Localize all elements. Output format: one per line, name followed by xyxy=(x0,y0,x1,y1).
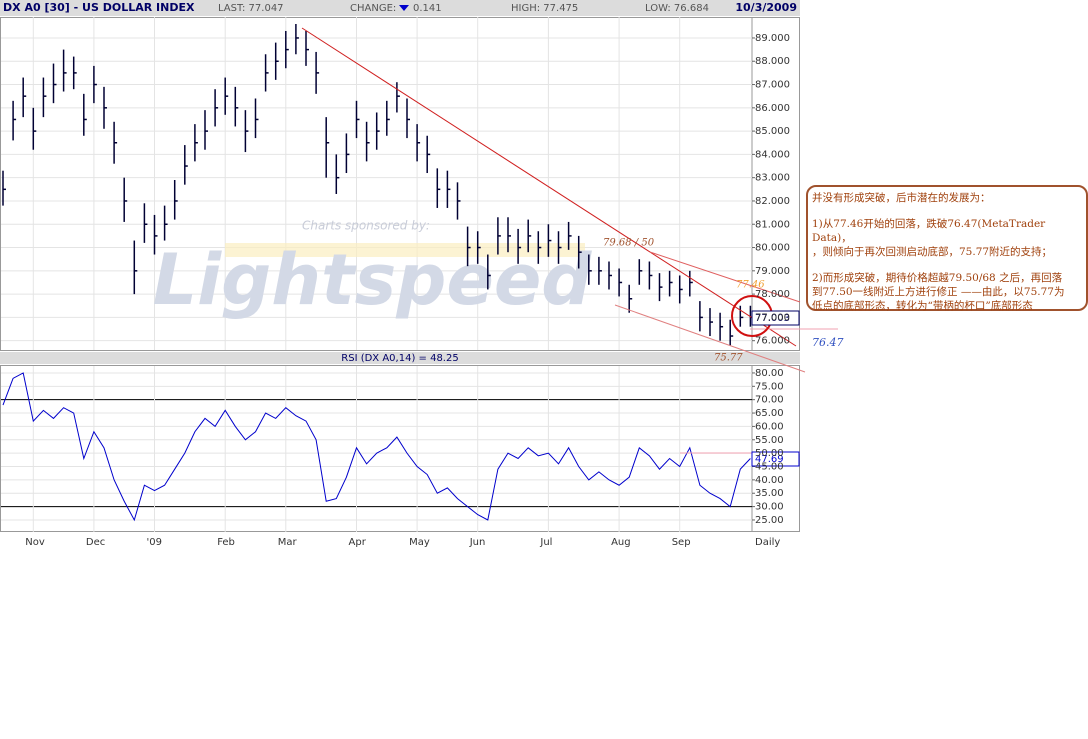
header-low: LOW: 76.684 xyxy=(645,3,709,14)
y-tick-label: 80.000 xyxy=(755,243,790,254)
annotation-resistance: 79.68 / 50 xyxy=(603,238,655,249)
interval-label: Daily xyxy=(755,537,780,548)
x-tick-label: Apr xyxy=(349,537,367,548)
x-tick-label: Feb xyxy=(217,537,235,548)
price-last-label: 77.003 xyxy=(755,313,790,324)
y-tick-label: 76.000 xyxy=(755,336,790,347)
note-box: 并没有形成突破，后市潜在的发展为： 1)从77.46开始的回落，跌破76.47(… xyxy=(806,185,1088,313)
note-title: 并没有形成突破，后市潜在的发展为： xyxy=(812,192,991,204)
annotation-peak: 77.46 xyxy=(736,280,765,291)
x-tick-label: Mar xyxy=(278,537,298,548)
y-tick-label: 55.00 xyxy=(755,435,784,446)
watermark-sponsor: Charts sponsored by: xyxy=(302,219,430,233)
y-tick-label: 80.00 xyxy=(755,368,784,379)
rsi-last-label: 47.69 xyxy=(755,454,784,465)
x-tick-label: May xyxy=(409,537,430,548)
price-last-box xyxy=(751,310,800,326)
rsi-last-box xyxy=(751,451,800,467)
annotation-bottom: 75.77 xyxy=(714,353,743,364)
y-tick-label: 81.000 xyxy=(755,219,790,230)
watermark-brand: Lightspeed xyxy=(153,239,593,321)
y-tick-label: 50.00 xyxy=(755,448,784,459)
rsi-frame xyxy=(0,365,800,532)
y-tick-label: 84.000 xyxy=(755,149,790,160)
rsi-title: RSI (DX A0,14) = 48.25 xyxy=(341,353,458,364)
header-change: CHANGE: xyxy=(350,3,396,14)
y-tick-label: 89.000 xyxy=(755,33,790,44)
y-tick-label: 35.00 xyxy=(755,488,784,499)
y-tick-label: 78.000 xyxy=(755,289,790,300)
header-last: LAST: 77.047 xyxy=(218,3,284,14)
y-tick-label: 77.000 xyxy=(755,312,790,323)
header-title: DX A0 [30] - US DOLLAR INDEX xyxy=(3,1,195,14)
note-line: ，则倾向于再次回测启动底部，75.77附近的支持； xyxy=(812,246,1053,258)
x-tick-label: '09 xyxy=(147,537,162,548)
trend-line-mid xyxy=(649,251,801,303)
y-tick-label: 45.00 xyxy=(755,462,784,473)
y-tick-label: 40.00 xyxy=(755,475,784,486)
y-tick-label: 85.000 xyxy=(755,126,790,137)
y-tick-label: 60.00 xyxy=(755,421,784,432)
note-line: 2)而形成突破，期待价格超越79.50/68 之后，再回落 xyxy=(812,272,1063,284)
note-line: 低点的底部形态，转化为“带柄的杯口”底部形态 xyxy=(812,300,1033,312)
down-arrow xyxy=(399,5,409,11)
y-tick-label: 75.00 xyxy=(755,381,784,392)
header-high: HIGH: 77.475 xyxy=(511,3,578,14)
x-tick-label: Dec xyxy=(86,537,105,548)
note-line: 1)从77.46开始的回落，跌破76.47(MetaTrader Data)， xyxy=(812,218,1046,244)
y-tick-label: 30.00 xyxy=(755,502,784,513)
note-point2: 2)而形成突破，期待价格超越79.50/68 之后，再回落 到77.50一线附近上… xyxy=(812,271,1082,313)
x-tick-label: Jul xyxy=(539,537,552,548)
x-tick-label: Jun xyxy=(469,537,486,548)
header-date: 10/3/2009 xyxy=(735,1,797,14)
annotation-support: 76.47 xyxy=(812,336,844,349)
y-tick-label: 65.00 xyxy=(755,408,784,419)
y-tick-label: 79.000 xyxy=(755,266,790,277)
rsi-header-bar xyxy=(0,352,800,364)
header-bar xyxy=(0,0,800,16)
note-line: 到77.50一线附近上方进行修正 ——由此，以75.77为 xyxy=(812,286,1065,298)
y-tick-label: 70.00 xyxy=(755,395,784,406)
trend-line-upper xyxy=(301,27,797,347)
note-point1: 1)从77.46开始的回落，跌破76.47(MetaTrader Data)， ，… xyxy=(812,217,1082,259)
header-change-value: 0.141 xyxy=(413,3,442,14)
rsi-line xyxy=(2,372,751,522)
y-tick-label: 25.00 xyxy=(755,515,784,526)
y-tick-label: 88.000 xyxy=(755,56,790,67)
y-tick-label: 82.000 xyxy=(755,196,790,207)
x-tick-label: Sep xyxy=(672,537,691,548)
x-tick-label: Nov xyxy=(25,537,45,548)
y-tick-label: 86.000 xyxy=(755,103,790,114)
marks xyxy=(2,23,754,522)
price-frame xyxy=(0,17,800,351)
y-tick-label: 83.000 xyxy=(755,173,790,184)
trend-line-lower xyxy=(614,304,806,373)
watermark-swoosh xyxy=(225,243,585,257)
x-tick-label: Aug xyxy=(611,537,631,548)
y-tick-label: 87.000 xyxy=(755,80,790,91)
